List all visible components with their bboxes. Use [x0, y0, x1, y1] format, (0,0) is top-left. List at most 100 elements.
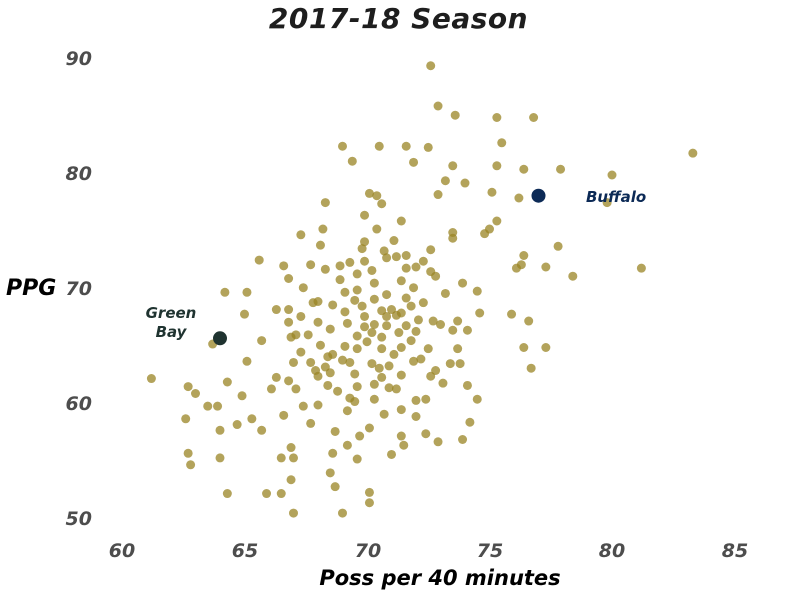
data-point — [333, 386, 343, 396]
data-point — [328, 300, 338, 310]
data-point — [338, 508, 347, 518]
data-point — [411, 395, 421, 405]
data-point — [276, 453, 286, 463]
data-point — [487, 187, 497, 197]
data-point — [242, 287, 252, 297]
x-tick-60: 60 — [108, 540, 136, 562]
data-point — [401, 251, 411, 260]
data-point — [355, 431, 365, 441]
data-point — [391, 384, 401, 394]
data-point — [183, 382, 193, 392]
data-point — [296, 311, 306, 321]
data-point — [411, 412, 421, 421]
data-point — [313, 317, 323, 327]
data-point — [146, 374, 156, 384]
y-tick-80: 80 — [65, 163, 92, 185]
data-point — [409, 157, 419, 167]
data-point — [377, 199, 387, 209]
data-point — [433, 190, 443, 200]
data-point — [372, 191, 382, 201]
data-point — [401, 321, 411, 331]
data-point — [423, 344, 433, 354]
data-point — [364, 498, 374, 508]
highlight-point-green-bay — [213, 331, 227, 346]
data-point — [342, 318, 352, 328]
data-point — [387, 449, 396, 459]
data-point — [367, 328, 377, 338]
y-tick-60: 60 — [65, 393, 92, 415]
data-point — [492, 113, 502, 122]
data-point — [485, 224, 494, 234]
data-point — [541, 262, 551, 272]
data-point — [340, 341, 350, 351]
data-point — [369, 294, 379, 304]
annotation-buffalo: Buffalo — [586, 188, 646, 207]
x-axis-label: Poss per 40 minutes — [319, 566, 561, 590]
data-point — [472, 286, 482, 296]
data-point — [362, 337, 372, 347]
data-point — [345, 393, 355, 403]
data-point — [458, 435, 468, 444]
data-point — [384, 361, 394, 371]
data-point — [607, 170, 617, 180]
data-point — [519, 251, 529, 260]
data-point — [279, 410, 289, 420]
data-point — [426, 61, 436, 71]
data-point — [315, 340, 325, 350]
data-point — [382, 253, 392, 263]
data-point — [382, 311, 392, 321]
data-point — [289, 357, 298, 367]
data-point — [367, 359, 377, 369]
data-point — [396, 405, 406, 415]
data-point — [328, 448, 338, 458]
data-point — [360, 237, 370, 247]
x-tick-85: 85 — [721, 540, 749, 562]
data-point — [286, 443, 296, 453]
data-point — [524, 316, 534, 326]
data-point — [335, 275, 345, 285]
data-point — [374, 363, 384, 373]
data-point — [445, 359, 455, 369]
data-point — [360, 322, 370, 332]
data-point — [421, 394, 431, 404]
data-point — [330, 426, 340, 436]
data-point — [215, 453, 225, 463]
data-point — [401, 141, 411, 151]
data-point — [413, 315, 423, 325]
data-point — [345, 257, 355, 267]
data-point — [418, 256, 428, 266]
data-point — [387, 305, 396, 315]
data-point — [411, 262, 421, 272]
data-point — [497, 138, 507, 148]
data-point — [440, 176, 450, 186]
data-point — [396, 276, 406, 286]
data-point — [186, 460, 196, 470]
data-point — [492, 216, 502, 226]
data-point — [360, 210, 370, 220]
data-point — [436, 320, 445, 329]
data-point — [306, 357, 316, 367]
data-point — [357, 244, 367, 254]
data-point — [369, 394, 379, 404]
data-point — [421, 429, 431, 439]
data-point — [382, 290, 392, 300]
data-point — [284, 305, 294, 315]
data-point — [396, 343, 406, 352]
data-point — [423, 142, 433, 152]
data-point — [364, 423, 374, 433]
data-point — [519, 164, 529, 174]
data-point — [183, 448, 193, 458]
data-point — [369, 278, 379, 288]
data-point — [284, 376, 294, 386]
data-point — [352, 382, 362, 392]
data-point — [377, 344, 387, 354]
data-point — [433, 437, 443, 447]
data-point — [271, 372, 281, 382]
data-point — [328, 349, 338, 359]
data-point — [448, 325, 458, 335]
data-point — [438, 378, 448, 388]
data-point — [203, 401, 213, 411]
data-point — [325, 324, 335, 334]
data-point — [475, 308, 485, 318]
